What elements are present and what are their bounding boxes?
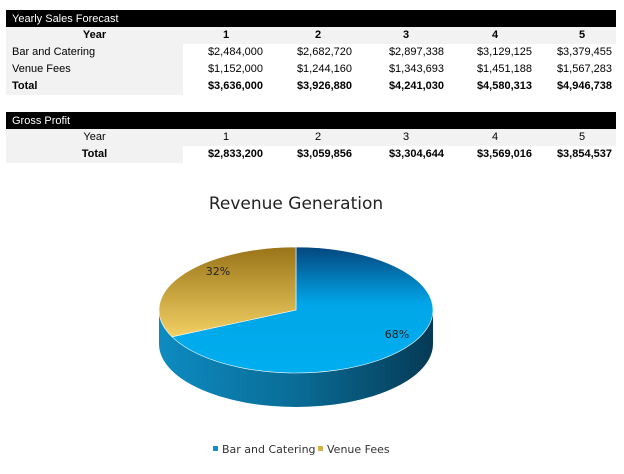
value-cell: $1,567,283 bbox=[556, 63, 612, 75]
table-row: Venue Fees $1,152,000 $1,244,160 $1,343,693… bbox=[6, 61, 616, 78]
row-label: Bar and Catering bbox=[6, 44, 183, 61]
value-cell: $2,833,200 bbox=[207, 148, 263, 160]
year-row: Year 1 2 3 4 5 bbox=[6, 129, 616, 146]
value-cell: $4,580,313 bbox=[476, 80, 532, 92]
value-cell: $3,569,016 bbox=[476, 148, 532, 160]
table-row: Total $3,636,000 $3,926,880 $4,241,030 $4,58… bbox=[6, 78, 616, 95]
year-label: Year bbox=[6, 27, 183, 44]
value-cell: $1,451,188 bbox=[476, 63, 532, 75]
chart-title: Revenue Generation bbox=[209, 194, 383, 214]
year-header: 1 bbox=[222, 131, 230, 143]
value-cell: $3,129,125 bbox=[476, 46, 532, 58]
value-cell: $3,379,455 bbox=[556, 46, 612, 58]
table-row: Bar and Catering $2,484,000 $2,682,720 $2,8… bbox=[6, 44, 616, 61]
year-header: 2 bbox=[314, 29, 322, 41]
year-header: 2 bbox=[314, 131, 322, 143]
data-label-venue: 32% bbox=[206, 265, 230, 278]
year-header: 5 bbox=[578, 29, 586, 41]
year-header: 1 bbox=[222, 29, 230, 41]
year-header: 3 bbox=[402, 131, 410, 143]
year-header: 4 bbox=[491, 131, 499, 143]
value-cell: $1,343,693 bbox=[388, 63, 444, 75]
legend-swatch-venue bbox=[318, 446, 323, 451]
pie-side-bar-and-catering bbox=[159, 310, 433, 407]
pie-slice-bar-and-catering bbox=[171, 246, 434, 374]
legend-label-venue: Venue Fees bbox=[327, 443, 390, 456]
year-header: 3 bbox=[402, 29, 410, 41]
year-header: 4 bbox=[491, 29, 499, 41]
value-cell: $3,059,856 bbox=[296, 148, 352, 160]
value-cell: $2,484,000 bbox=[207, 46, 263, 58]
profit-header: Gross Profit bbox=[6, 112, 616, 129]
year-header: 5 bbox=[578, 131, 586, 143]
sales-header: Yearly Sales Forecast bbox=[6, 10, 616, 27]
legend: Bar and Catering Venue Fees bbox=[213, 443, 390, 456]
value-cell: $3,636,000 bbox=[207, 80, 263, 92]
value-cell: $3,854,537 bbox=[556, 148, 612, 160]
pie-slice-venue-fees bbox=[158, 246, 297, 338]
legend-label-bar: Bar and Catering bbox=[222, 443, 316, 456]
value-cell: $1,152,000 bbox=[207, 63, 263, 75]
value-cell: $3,926,880 bbox=[296, 80, 352, 92]
row-label: Total bbox=[6, 146, 183, 163]
value-cell: $4,241,030 bbox=[388, 80, 444, 92]
value-cell: $1,244,160 bbox=[296, 63, 352, 75]
table-row: Total $2,833,200 $3,059,856 $3,304,644 $3,56… bbox=[6, 146, 616, 163]
legend-swatch-bar bbox=[213, 446, 218, 451]
value-cell: $4,946,738 bbox=[556, 80, 612, 92]
row-label: Total bbox=[6, 78, 183, 95]
row-label: Venue Fees bbox=[6, 61, 183, 78]
data-label-bar: 68% bbox=[385, 328, 409, 341]
value-cell: $3,304,644 bbox=[388, 148, 444, 160]
value-cell: $2,682,720 bbox=[296, 46, 352, 58]
year-row: Year 1 2 3 4 5 bbox=[6, 27, 616, 44]
value-cell: $2,897,338 bbox=[388, 46, 444, 58]
year-label: Year bbox=[6, 129, 183, 146]
